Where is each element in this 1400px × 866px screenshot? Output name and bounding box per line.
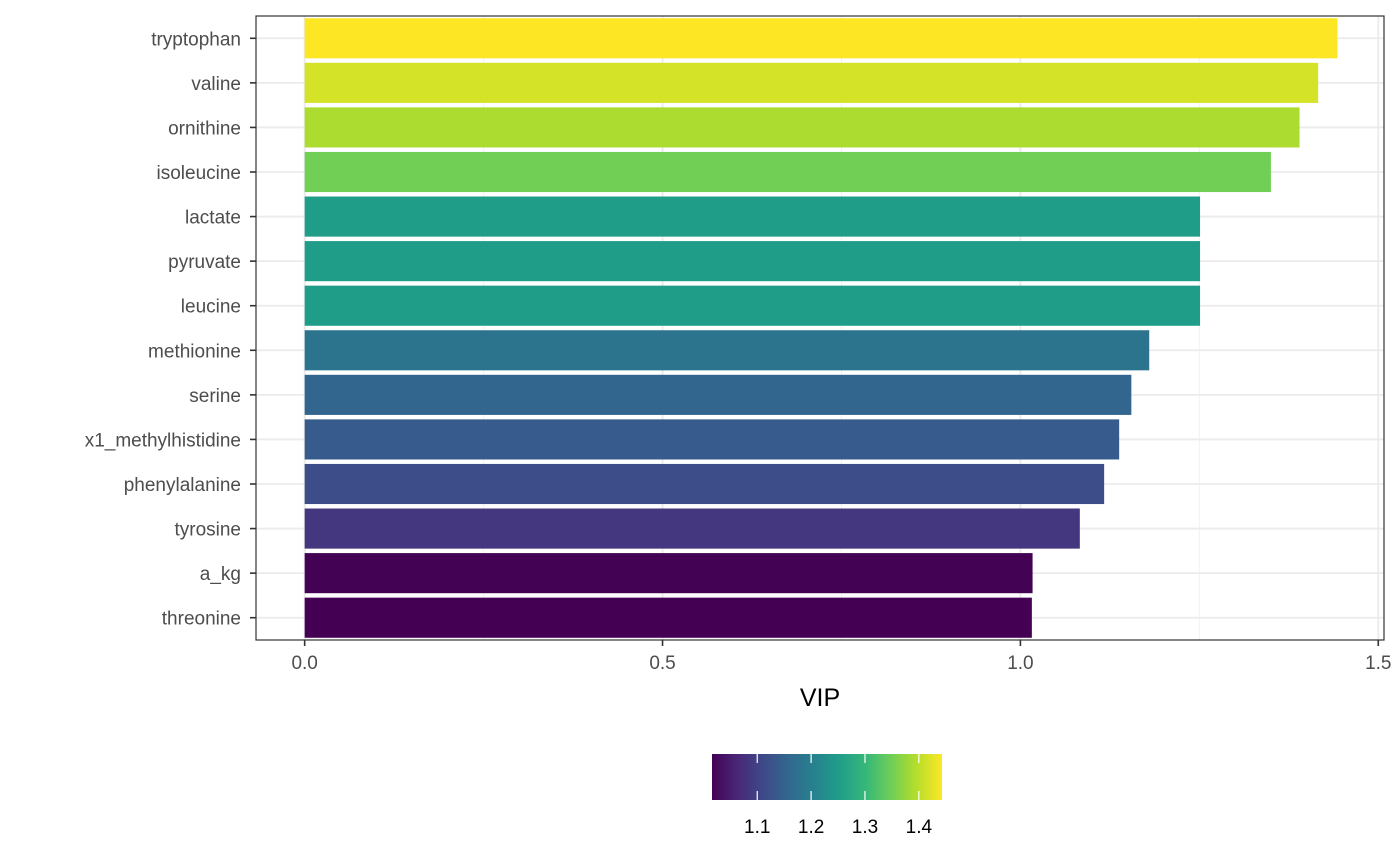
x-tick-label: 0.0 — [291, 653, 317, 674]
y-axis: tryptophan valine ornithine isoleucine lacta… — [85, 29, 256, 630]
y-tick-label: phenylalanine — [124, 475, 241, 496]
bar-ornithine — [304, 107, 1300, 148]
bar-tryptophan — [304, 18, 1338, 59]
y-tick-label: ornithine — [168, 118, 241, 139]
y-tick-label: isoleucine — [157, 163, 242, 184]
colorbar-tick-label: 1.1 — [744, 817, 770, 838]
bars — [304, 18, 1338, 638]
bar-a-kg — [304, 553, 1033, 594]
bar-tyrosine — [304, 508, 1080, 549]
bar-leucine — [304, 285, 1201, 326]
bar-lactate — [304, 196, 1201, 237]
plot-panel-border — [255, 15, 1385, 641]
x-axis: 0.0 0.5 1.0 1.5 — [291, 640, 1391, 674]
bar-x1-methylhistidine — [304, 419, 1120, 460]
bar-methionine — [304, 330, 1150, 371]
bar-isoleucine — [304, 151, 1271, 193]
y-tick-label: leucine — [181, 297, 241, 318]
bar-threonine — [304, 597, 1032, 638]
y-tick-label: x1_methylhistidine — [85, 430, 241, 451]
y-tick-label: methionine — [148, 341, 241, 362]
x-axis-title: VIP — [800, 684, 840, 712]
x-tick-label: 1.5 — [1365, 653, 1391, 674]
y-tick-label: threonine — [162, 609, 241, 630]
bar-serine — [304, 374, 1132, 415]
colorbar-tick-label: 1.4 — [906, 817, 933, 838]
color-legend: 1.1 1.2 1.3 1.4 — [712, 754, 942, 838]
y-tick-label: valine — [191, 74, 241, 95]
colorbar-tick-label: 1.3 — [852, 817, 878, 838]
x-tick-label: 0.5 — [649, 653, 675, 674]
y-tick-label: tryptophan — [151, 29, 241, 50]
bar-phenylalanine — [304, 463, 1105, 505]
y-tick-label: lactate — [185, 208, 241, 229]
colorbar — [712, 754, 942, 800]
bar-pyruvate — [304, 241, 1201, 282]
bar-valine — [304, 62, 1319, 103]
colorbar-tick-label: 1.2 — [798, 817, 824, 838]
x-tick-label: 1.0 — [1007, 653, 1033, 674]
y-tick-label: pyruvate — [168, 252, 241, 273]
y-tick-label: a_kg — [200, 564, 241, 585]
y-tick-label: serine — [189, 386, 241, 407]
y-tick-label: tyrosine — [174, 520, 241, 541]
